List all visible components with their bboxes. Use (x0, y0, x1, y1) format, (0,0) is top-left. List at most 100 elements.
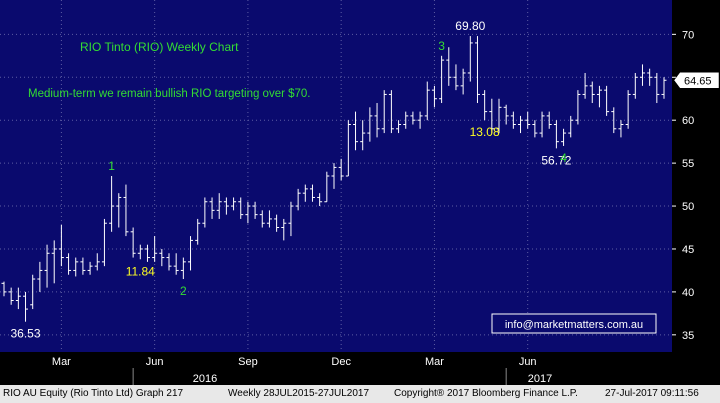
annotation-label: 13.08 (470, 125, 500, 139)
ohlc-bar (216, 193, 222, 219)
ohlc-bar (30, 274, 36, 310)
chart-title: RIO Tinto (RIO) Weekly Chart (80, 40, 239, 54)
watermark-box: info@marketmatters.com.au (491, 313, 657, 334)
ohlc-bar (180, 257, 186, 280)
watermark-text: info@marketmatters.com.au (505, 319, 643, 331)
ohlc-bar (611, 107, 617, 134)
y-tick-label: 70 (682, 29, 694, 41)
ohlc-bar (223, 197, 229, 215)
x-tick-label: Jun (146, 356, 164, 368)
footer-security: RIO AU Equity (Rio Tinto Ltd) Graph 217 (3, 388, 184, 399)
y-tick-label: 55 (682, 158, 694, 170)
ohlc-bar (553, 120, 559, 149)
ohlc-bar (202, 197, 208, 228)
last-price-label: 64.65 (684, 75, 712, 87)
y-tick-label: 40 (682, 287, 694, 299)
ohlc-bar (15, 287, 21, 310)
ohlc-bar (238, 197, 244, 219)
ohlc-bar (166, 253, 172, 271)
ohlc-bar (73, 257, 79, 277)
ohlc-bar (467, 36, 473, 82)
ohlc-bar (324, 171, 330, 203)
ohlc-bar (302, 184, 308, 202)
ohlc-bar (596, 85, 602, 108)
annotation-label: 1 (108, 159, 115, 173)
ohlc-bar (281, 218, 287, 241)
ohlc-bar (568, 115, 574, 138)
ohlc-bar (388, 90, 394, 134)
ohlc-bar (510, 111, 516, 129)
annotation-label: 56.72 (541, 153, 571, 167)
footer-timestamp: 27-Jul-2017 09:11:56 (605, 388, 699, 399)
ohlc-bar (266, 210, 272, 228)
ohlc-bar (338, 158, 344, 181)
x-axis-ticks: Mar Jun Sep Dec Mar Jun (52, 356, 537, 385)
x-axis-panel (0, 352, 720, 368)
ohlc-bar (589, 81, 595, 104)
price-annotations: 36.53 1 11.84 2 3 69.80 13.08 56.724 (11, 19, 572, 341)
annotation-label: 11.84 (126, 264, 155, 278)
x-tick-label: Dec (331, 356, 351, 368)
year-label-2017: 2017 (528, 373, 552, 385)
ohlc-bar (417, 111, 423, 129)
gridlines (0, 0, 672, 352)
ohlc-bar (353, 111, 359, 151)
ohlc-bar (345, 120, 351, 177)
ohlc-bar (482, 90, 488, 121)
ohlc-bar (23, 291, 29, 322)
ohlc-bar (518, 115, 524, 134)
ohlc-bar (87, 261, 93, 275)
footer-range: Weekly 28JUL2015-27JUL2017 (228, 388, 370, 399)
ohlc-bar (489, 98, 495, 134)
ohlc-bar (403, 111, 409, 129)
year-axis-panel (0, 368, 720, 385)
ohlc-bar (474, 36, 480, 104)
ohlc-bar (288, 201, 294, 237)
y-axis-panel (672, 0, 720, 368)
ohlc-bar (439, 55, 445, 104)
ohlc-bar (539, 111, 545, 138)
x-tick-label: Mar (52, 356, 71, 368)
ohlc-bar (532, 120, 538, 138)
ohlc-bar (410, 111, 416, 125)
ohlc-bar (101, 218, 107, 267)
ohlc-bar (424, 81, 430, 121)
ohlc-bar (44, 244, 50, 288)
ohlc-bar (604, 85, 610, 116)
ohlc-bar (231, 197, 237, 211)
ohlc-bar (295, 188, 301, 211)
ohlc-bar (274, 214, 280, 232)
annotation-label: 2 (180, 284, 187, 298)
ohlc-bar (618, 120, 624, 138)
ohlc-bar (58, 224, 64, 267)
y-tick-label: 60 (682, 115, 694, 127)
ohlc-bar (209, 197, 215, 219)
ohlc-bar (144, 244, 150, 262)
ohlc-bar (245, 201, 251, 224)
ohlc-bar (159, 248, 165, 267)
ohlc-bar (661, 77, 667, 99)
ohlc-bar (1, 281, 7, 297)
ohlc-bar (374, 103, 380, 138)
ohlc-bar (639, 64, 645, 86)
ohlc-bar (446, 47, 452, 86)
footer-copyright: Copyright® 2017 Bloomberg Finance L.P. (394, 388, 578, 399)
annotation-label: 4 (560, 151, 567, 165)
ohlc-bar (152, 236, 158, 262)
ohlc-bar (453, 64, 459, 91)
ohlc-bar (259, 210, 265, 228)
ohlc-bar (109, 176, 115, 232)
y-tick-label: 45 (682, 244, 694, 256)
ohlc-bar (496, 98, 502, 134)
annotation-label: 36.53 (11, 327, 41, 341)
ohlc-bar (309, 184, 315, 202)
ohlc-bar (561, 128, 567, 146)
ohlc-bar (396, 120, 402, 134)
ohlc-bar (460, 68, 466, 95)
ohlc-bar (66, 253, 72, 275)
last-price-tag: 64.65 (673, 72, 720, 89)
x-tick-label: Mar (425, 356, 444, 368)
ohlc-bar (331, 163, 337, 189)
x-tick-label: Jun (519, 356, 537, 368)
